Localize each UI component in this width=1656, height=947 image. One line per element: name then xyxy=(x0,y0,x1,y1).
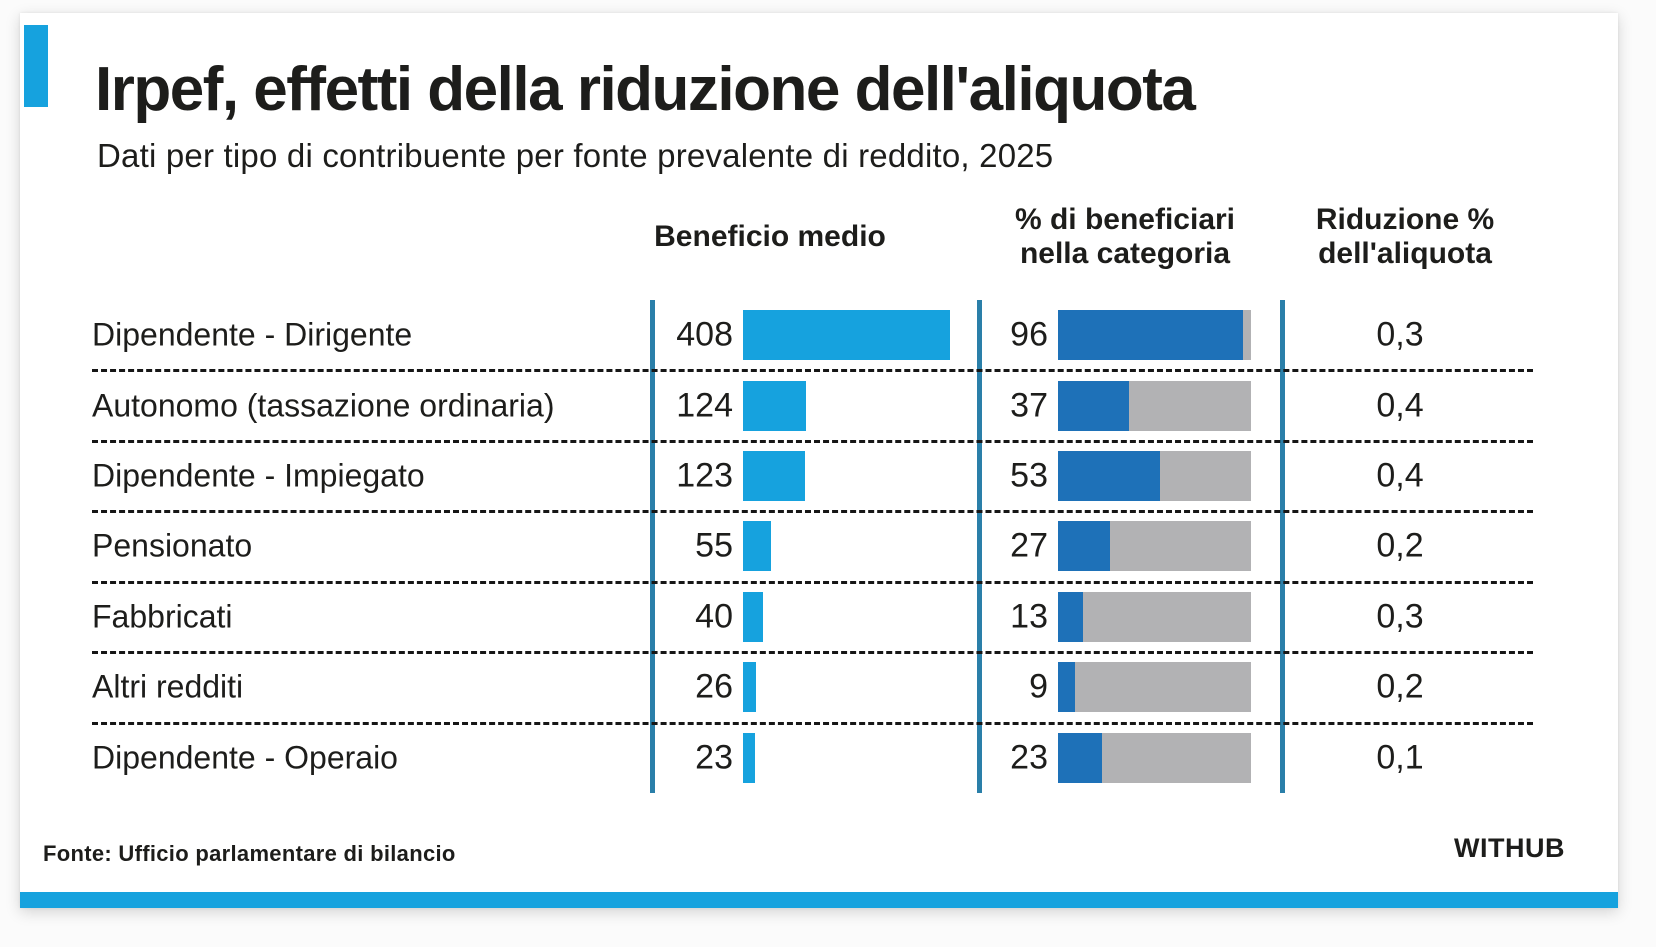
beneficio-value: 408 xyxy=(676,315,733,354)
column-header-line: Riduzione % xyxy=(1315,203,1495,236)
category-label: Fabbricati xyxy=(92,598,233,635)
table-row: Pensionato 55 27 0,2 xyxy=(20,511,1618,584)
column-header-percent-beneficiari: % di beneficiari nella categoria xyxy=(970,203,1280,271)
table-row: Fabbricati 40 13 0,3 xyxy=(20,582,1618,655)
perc-bar-fill xyxy=(1058,310,1244,361)
column-header-riduzione-aliquota: Riduzione % dell'aliquota xyxy=(1255,203,1555,271)
perc-bar-track xyxy=(1058,732,1251,783)
perc-bar-fill xyxy=(1058,732,1103,783)
perc-value: 37 xyxy=(1010,386,1048,425)
perc-bar-fill xyxy=(1058,521,1111,572)
column-header-line: nella categoria xyxy=(1019,237,1231,270)
perc-bar-track xyxy=(1058,521,1251,572)
riduzione-value: 0,1 xyxy=(1376,738,1424,777)
category-label: Altri redditi xyxy=(92,668,244,705)
infographic-card: Irpef, effetti della riduzione dell'aliq… xyxy=(20,13,1618,908)
table-row: Dipendente - Operaio 23 23 0,1 xyxy=(20,723,1618,793)
table-row: Autonomo (tassazione ordinaria) 124 37 0… xyxy=(20,370,1618,443)
perc-bar-fill xyxy=(1058,380,1130,431)
riduzione-value: 0,2 xyxy=(1376,526,1424,565)
bottom-accent-strip xyxy=(20,892,1618,908)
source-note: Fonte: Ufficio parlamentare di bilancio xyxy=(43,841,456,866)
beneficio-bar xyxy=(743,380,806,431)
beneficio-value: 55 xyxy=(695,526,733,565)
column-divider-line xyxy=(977,300,982,793)
column-divider-line xyxy=(1280,300,1285,793)
beneficio-value: 23 xyxy=(695,738,733,777)
perc-bar-track xyxy=(1058,310,1251,361)
page-subtitle: Dati per tipo di contribuente per fonte … xyxy=(97,137,1054,174)
beneficio-bar xyxy=(743,310,950,361)
column-header-line: dell'aliquota xyxy=(1318,237,1492,270)
perc-bar-track xyxy=(1058,451,1251,502)
perc-value: 23 xyxy=(1010,738,1048,777)
beneficio-value: 123 xyxy=(676,456,733,495)
row-divider xyxy=(92,369,1533,373)
perc-bar-track xyxy=(1058,591,1251,642)
beneficio-bar xyxy=(743,521,771,572)
perc-bar-fill xyxy=(1058,662,1076,713)
riduzione-value: 0,2 xyxy=(1376,667,1424,706)
table-row: Dipendente - Dirigente 408 96 0,3 xyxy=(20,300,1618,373)
riduzione-value: 0,4 xyxy=(1376,386,1424,425)
category-label: Dipendente - Operaio xyxy=(92,739,398,776)
beneficio-bar xyxy=(743,451,805,502)
beneficio-bar xyxy=(743,732,755,783)
perc-value: 13 xyxy=(1010,597,1048,636)
beneficio-value: 40 xyxy=(695,597,733,636)
perc-bar-track xyxy=(1058,380,1251,431)
category-label: Pensionato xyxy=(92,527,253,564)
row-divider xyxy=(92,651,1533,655)
withub-logo: WITHUB xyxy=(1454,833,1565,863)
perc-value: 53 xyxy=(1010,456,1048,495)
column-header-beneficio-medio: Beneficio medio xyxy=(654,220,886,253)
category-label: Dipendente - Impiegato xyxy=(92,457,425,494)
column-header-line: % di beneficiari xyxy=(1014,203,1236,236)
table-row: Dipendente - Impiegato 123 53 0,4 xyxy=(20,441,1618,514)
page-title: Irpef, effetti della riduzione dell'aliq… xyxy=(95,55,1196,124)
beneficio-bar xyxy=(743,591,763,642)
perc-bar-track xyxy=(1058,662,1251,713)
beneficio-value: 26 xyxy=(695,667,733,706)
perc-value: 9 xyxy=(1029,667,1048,706)
title-accent-bar xyxy=(24,25,48,107)
category-label: Dipendente - Dirigente xyxy=(92,316,413,353)
row-divider xyxy=(92,439,1533,443)
perc-value: 27 xyxy=(1010,526,1048,565)
row-divider xyxy=(92,721,1533,725)
perc-bar-fill xyxy=(1058,451,1161,502)
riduzione-value: 0,3 xyxy=(1376,597,1424,636)
riduzione-value: 0,3 xyxy=(1376,315,1424,354)
row-divider xyxy=(92,510,1533,514)
beneficio-value: 124 xyxy=(676,386,733,425)
data-table: Dipendente - Dirigente 408 96 0,3 Autono… xyxy=(20,300,1618,793)
perc-bar-fill xyxy=(1058,591,1084,642)
category-label: Autonomo (tassazione ordinaria) xyxy=(92,387,555,424)
perc-value: 96 xyxy=(1010,315,1048,354)
beneficio-bar xyxy=(743,662,756,713)
table-row: Altri redditi 26 9 0,2 xyxy=(20,652,1618,725)
column-divider-line xyxy=(650,300,655,793)
row-divider xyxy=(92,580,1533,584)
riduzione-value: 0,4 xyxy=(1376,456,1424,495)
